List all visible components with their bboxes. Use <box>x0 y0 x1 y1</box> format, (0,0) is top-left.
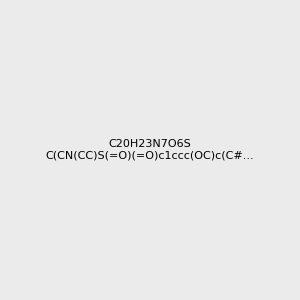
Text: C20H23N7O6S
C(CN(CC)S(=O)(=O)c1ccc(OC)c(C#...: C20H23N7O6S C(CN(CC)S(=O)(=O)c1ccc(OC)c(… <box>46 139 254 161</box>
